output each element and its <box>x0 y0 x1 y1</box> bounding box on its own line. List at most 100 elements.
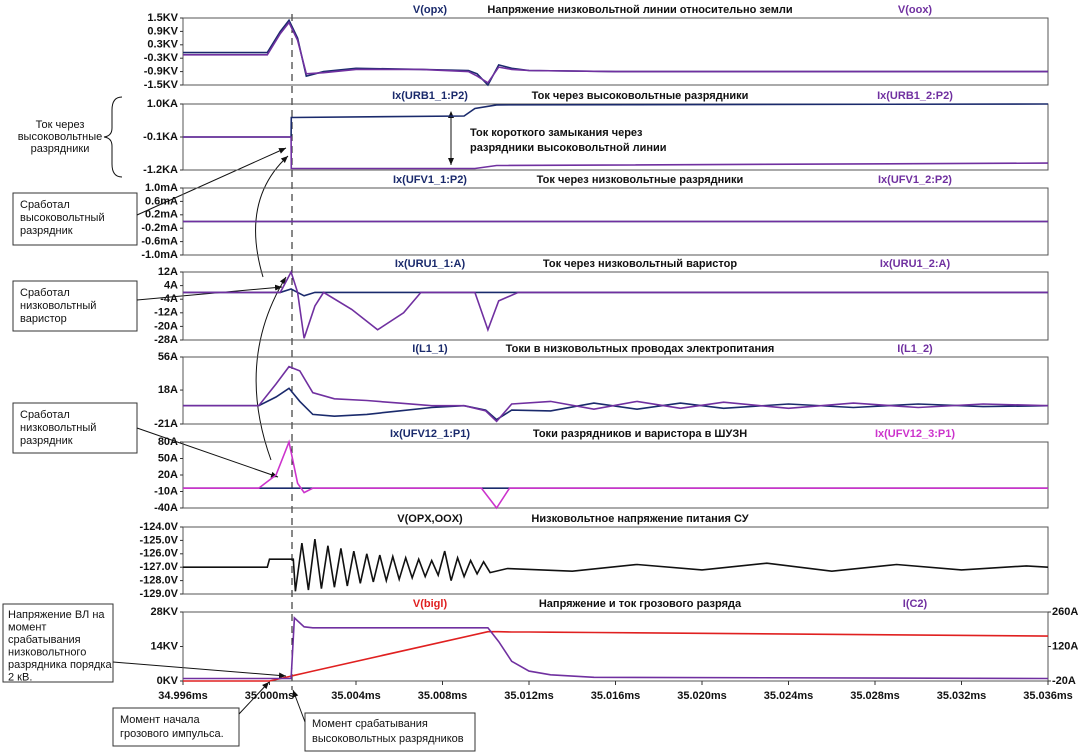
y2-tick-label: 260A <box>1052 606 1078 618</box>
arrow <box>136 427 279 478</box>
y-tick-label: 4A <box>164 280 178 292</box>
brace <box>103 96 123 178</box>
y-tick-label: 14KV <box>150 640 178 652</box>
annotation: Сработал <box>20 409 70 421</box>
y-tick-label: -20A <box>154 320 178 332</box>
y-tick-label: -12A <box>154 307 178 319</box>
y-tick-label: 1.0mA <box>145 182 178 194</box>
annotation: Момент начала <box>120 714 200 726</box>
y-tick-label: -125.0V <box>139 534 178 546</box>
y-tick-label: -4A <box>160 293 178 305</box>
legend-label: V(oox) <box>898 4 933 16</box>
arrow <box>292 689 306 723</box>
x-tick-label: 35.004ms <box>331 690 381 702</box>
series-line <box>183 387 1049 421</box>
panel-title: Токи в низковольтных проводах электропит… <box>506 343 775 355</box>
legend-label: Ix(URB1_2:P2) <box>877 90 953 102</box>
y-tick-label: 28KV <box>150 606 178 618</box>
panel-title: Ток через низковольтные разрядники <box>537 174 744 186</box>
series-line <box>183 288 1048 297</box>
y-tick-label: -1.2KA <box>143 164 178 176</box>
x-tick-label: 35.036ms <box>1023 690 1073 702</box>
annotation: Ток короткого замыкания через <box>470 127 643 139</box>
y-tick-label: -128.0V <box>139 575 178 587</box>
legend-label: Ix(UFV12_3:P1) <box>875 428 955 440</box>
annotation: грозового импульса. <box>120 728 224 740</box>
x-tick-label: 35.016ms <box>591 690 641 702</box>
panel-title: Токи разрядников и варистора в ШУЗН <box>533 428 747 440</box>
annotation: разрядник <box>20 435 73 447</box>
y-tick-label: 0.6mA <box>145 195 178 207</box>
annotation: 2 кВ. <box>8 671 32 683</box>
legend-label: Ix(UFV1_1:P2) <box>393 174 467 186</box>
callout-box <box>12 192 138 246</box>
y-tick-label: 56A <box>158 351 178 363</box>
annotation: срабатывания <box>8 634 81 646</box>
annotation: разрядник <box>20 225 73 237</box>
annotation: разрядника порядка <box>8 659 112 671</box>
annotation: Сработал <box>20 287 70 299</box>
y-tick-label: -129.0V <box>139 588 178 600</box>
x-tick-label: 35.032ms <box>937 690 987 702</box>
annotation-layer <box>2 14 476 752</box>
y2-tick-label: 120A <box>1052 640 1078 652</box>
plot-frame <box>182 441 1049 509</box>
series-line <box>183 616 1049 680</box>
arrow <box>255 276 287 461</box>
arrow <box>136 147 287 216</box>
legend-label: Ix(UFV12_1:P1) <box>390 428 470 440</box>
legend-label: V(opx) <box>413 4 448 16</box>
y-tick-label: -1.5KV <box>144 79 179 91</box>
arrow <box>238 681 270 715</box>
annotation: Момент срабатывания <box>312 718 428 730</box>
x-tick-label: 35.008ms <box>418 690 468 702</box>
callout-box <box>304 712 476 752</box>
y-tick-label: -0.3KV <box>144 52 179 64</box>
annotation: высоковольтных разрядников <box>312 733 464 745</box>
y-tick-label: -0.9KV <box>144 66 179 78</box>
y-tick-label: 20A <box>158 469 178 481</box>
plot-frame <box>182 526 1049 595</box>
y-tick-label: -0.1KA <box>143 131 178 143</box>
series-line <box>183 439 1048 510</box>
legend-label: V(bigl) <box>413 598 448 610</box>
series-line <box>183 20 1048 84</box>
series-line <box>183 630 1049 682</box>
x-tick-label: 35.012ms <box>504 690 554 702</box>
annotation: низковольтный <box>20 422 96 434</box>
x-tick-label: 35.000ms <box>245 690 295 702</box>
x-tick-label: 35.024ms <box>764 690 814 702</box>
annotation: варистор <box>20 313 67 325</box>
panel-title: Напряжение и ток грозового разряда <box>539 598 742 610</box>
y-tick-label: 0KV <box>157 675 179 687</box>
y-tick-label: -10A <box>154 485 178 497</box>
x-tick-label: 35.020ms <box>677 690 727 702</box>
legend-label: I(L1_1) <box>412 343 448 355</box>
legend-label: Ix(URU1_2:A) <box>880 258 951 270</box>
y-tick-label: -0.6mA <box>141 236 178 248</box>
legend-label: Ix(UFV1_2:P2) <box>878 174 952 186</box>
y-tick-label: 0.3KV <box>147 39 178 51</box>
callout-box <box>12 280 138 332</box>
legend-label: I(L1_2) <box>897 343 933 355</box>
plot-frame <box>182 17 1049 86</box>
y-tick-label: -1.0mA <box>141 249 178 261</box>
series-line <box>183 18 1048 87</box>
y-tick-label: -40A <box>154 502 178 514</box>
y-tick-label: 0.2mA <box>145 209 178 221</box>
callout-box <box>112 707 240 747</box>
panel-title: Напряжение низковольтной линии относител… <box>487 4 792 16</box>
annotation: Сработал <box>20 199 70 211</box>
y-tick-label: 50A <box>158 452 178 464</box>
callout-box <box>12 402 138 454</box>
arrow <box>255 155 289 278</box>
annotation: разрядники <box>31 143 90 155</box>
y-tick-label: -126.0V <box>139 548 178 560</box>
annotation: разрядники высоковольтной линии <box>470 142 667 154</box>
y-tick-label: 1.5KV <box>147 12 178 24</box>
annotation: низковольтный <box>20 300 96 312</box>
annotation: высоковольтный <box>20 212 105 224</box>
annotation: низковольтного <box>8 646 86 658</box>
y-tick-label: -21A <box>154 418 178 430</box>
